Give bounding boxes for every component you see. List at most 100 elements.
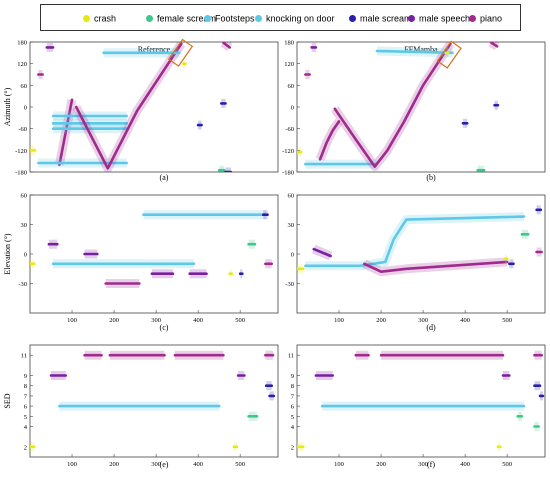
x-tick-label: 100 (67, 317, 77, 324)
panel-e: 2 4 5 6 7 8 9 11 100 200 300 400 500 SED (e) (3, 344, 279, 469)
y-tick-label: 180 (284, 40, 294, 47)
panel-d: -30 0 30 60 100 200 300 400 500 (d) (285, 193, 546, 332)
y-tick-label: 9 (24, 373, 27, 380)
x-tick-label: 300 (151, 461, 161, 468)
segment-piano (362, 260, 509, 274)
y-tick-label: 4 (291, 424, 295, 431)
legend-item-crash: crash (83, 13, 116, 24)
legend-label: male scream (360, 13, 412, 24)
plot-frame (296, 41, 546, 173)
legend-item-male-speech: male speech (408, 13, 470, 24)
y-tick-label: 0 (24, 105, 27, 112)
y-tick-label: 9 (291, 373, 294, 380)
x-tick-label: 500 (502, 317, 512, 324)
legend-swatch (83, 15, 90, 23)
y-axis-label: Azimuth (°) (3, 87, 12, 126)
panel-label: (c) (160, 323, 169, 332)
y-tick-label: 6 (24, 404, 28, 411)
segment-halo (72, 42, 186, 172)
x-tick-label: 300 (418, 317, 428, 324)
legend-item-piano: piano (469, 13, 502, 24)
legend-label: Footsteps (215, 13, 255, 24)
legend-item-footsteps: Footsteps (204, 13, 255, 24)
x-tick-label: 100 (334, 317, 344, 324)
y-tick-label: 0 (291, 252, 294, 259)
segment-knocking-on-door (375, 49, 454, 55)
legend-item-female-scream: female scream (146, 13, 216, 24)
series-group (297, 205, 543, 277)
y-tick-label: 2 (291, 444, 294, 451)
x-tick-label: 500 (235, 317, 245, 324)
y-tick-label: -120 (15, 148, 27, 155)
segment-footsteps (304, 215, 526, 268)
legend-swatch (146, 15, 153, 23)
segment-piano (222, 42, 231, 49)
x-tick-label: 500 (235, 461, 245, 468)
legend-label: piano (480, 13, 503, 24)
y-tick-label: 5 (291, 414, 294, 421)
y-axis-label: SED (3, 393, 12, 408)
y-tick-label: -30 (285, 281, 294, 288)
y-tick-label: 30 (21, 222, 28, 229)
x-tick-label: 400 (460, 461, 470, 468)
y-tick-label: -30 (18, 281, 27, 288)
segment-male-speech (312, 247, 332, 258)
panel-label: (a) (160, 173, 169, 182)
x-tick-label: 200 (376, 461, 386, 468)
y-tick-label: 8 (24, 383, 27, 390)
segment-halo (331, 42, 455, 172)
x-tick-label: 400 (193, 317, 203, 324)
x-tick-label: 100 (67, 461, 77, 468)
x-tick-label: 200 (376, 317, 386, 324)
series-group (30, 350, 276, 452)
y-axis-label: Elevation (°) (3, 233, 12, 275)
y-tick-label: 120 (284, 61, 294, 68)
legend-item-male-scream: male scream (349, 13, 412, 24)
legend-label: crash (94, 13, 117, 24)
highlight-box (167, 38, 194, 67)
panel-label: (e) (160, 460, 169, 469)
panel-label: (f) (427, 460, 435, 469)
y-tick-label: 0 (291, 105, 294, 112)
legend-swatch (204, 15, 211, 23)
panel-title: Reference (138, 45, 171, 54)
segment-halo (305, 212, 525, 271)
highlight-box (436, 40, 462, 69)
y-tick-label: -180 (15, 170, 27, 177)
y-tick-label: 5 (24, 414, 27, 421)
series-group (30, 210, 274, 288)
x-tick-label: 300 (418, 461, 428, 468)
y-tick-label: 60 (288, 83, 295, 90)
x-tick-label: 400 (193, 461, 203, 468)
panel-label: (d) (426, 323, 436, 332)
y-tick-label: 6 (291, 404, 295, 411)
series-group (30, 42, 233, 172)
y-tick-label: 0 (24, 252, 27, 259)
x-tick-label: 200 (109, 317, 119, 324)
y-tick-label: 30 (288, 222, 295, 229)
plot-frame (296, 344, 546, 458)
panel-label: (b) (426, 173, 436, 182)
x-tick-label: 500 (502, 461, 512, 468)
legend-swatch (469, 15, 476, 23)
series-group (297, 350, 545, 452)
series-group (297, 42, 500, 172)
segment-piano (74, 42, 183, 170)
y-tick-label: 180 (17, 40, 27, 47)
legend-swatch (408, 15, 415, 23)
y-tick-label: 60 (21, 193, 28, 200)
panel-b: -180 -120 -60 0 60 120 180 FFMamba (b) (282, 40, 546, 182)
segment-piano (318, 120, 341, 161)
y-tick-label: 11 (288, 353, 294, 360)
panel-title: FFMamba (404, 45, 438, 54)
segment-piano (333, 42, 452, 168)
legend: crash female scream Footsteps knocking o… (40, 4, 521, 31)
plot-frame (29, 344, 279, 458)
panel-f: 2 4 5 6 7 8 9 11 100 200 300 400 500 (f) (288, 344, 546, 469)
legend-item-knocking: knocking on door (255, 13, 335, 24)
legend-label: knocking on door (266, 13, 335, 24)
legend-swatch (349, 15, 356, 23)
y-tick-label: 4 (24, 424, 28, 431)
y-tick-label: 7 (24, 393, 28, 400)
